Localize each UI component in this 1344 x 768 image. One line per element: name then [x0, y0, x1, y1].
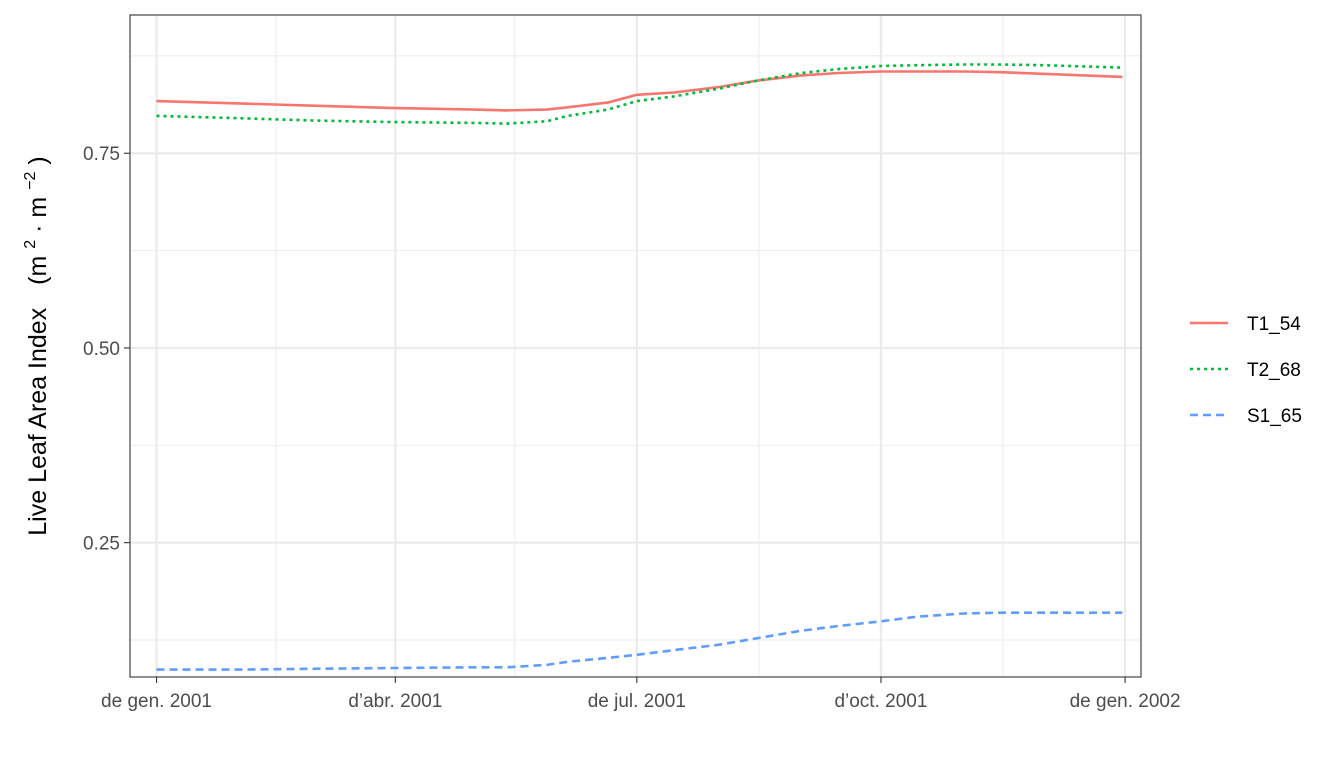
y-axis-unit-open: (m	[24, 256, 52, 285]
x-tick-label: de gen. 2001	[101, 691, 212, 712]
y-tick-label: 0.50	[83, 339, 120, 360]
y-tick-label: 0.75	[83, 144, 120, 165]
minor-gridlines	[130, 15, 1141, 677]
tick-labels: 0.25 0.50 0.75 de gen. 2001 d’abr. 2001 de ju…	[83, 144, 1181, 712]
x-tick-label: de jul. 2001	[588, 691, 686, 712]
y-axis-unit-sup-1: 2	[22, 240, 39, 249]
y-axis-title-text: Live Leaf Area Index	[24, 307, 52, 535]
axis-ticks	[124, 152, 1126, 683]
y-axis-unit-mid: · m	[24, 197, 52, 233]
y-axis-unit-sup-2: −2	[22, 171, 39, 189]
series-line-t2-68	[156, 63, 1123, 125]
legend-label-t2-68: T2_68	[1247, 360, 1301, 381]
legend-label-t1-54: T1_54	[1247, 314, 1301, 335]
plot-panel-border	[129, 14, 1142, 678]
legend: T1_54 T2_68 S1_65	[1190, 314, 1302, 427]
y-axis-title: Live Leaf Area Index (m 2 · m −2 )	[13, 156, 52, 535]
x-tick-label: de gen. 2002	[1070, 691, 1181, 712]
x-tick-label: d’abr. 2001	[348, 691, 442, 712]
series-lines	[156, 63, 1123, 671]
series-line-t1-54	[156, 70, 1123, 112]
series-line-s1-65	[156, 611, 1123, 671]
legend-label-s1-65: S1_65	[1247, 406, 1302, 427]
major-gridlines	[130, 15, 1141, 677]
y-axis-unit-close: )	[24, 156, 52, 164]
x-tick-label: d’oct. 2001	[834, 691, 927, 712]
y-tick-label: 0.25	[83, 534, 120, 555]
